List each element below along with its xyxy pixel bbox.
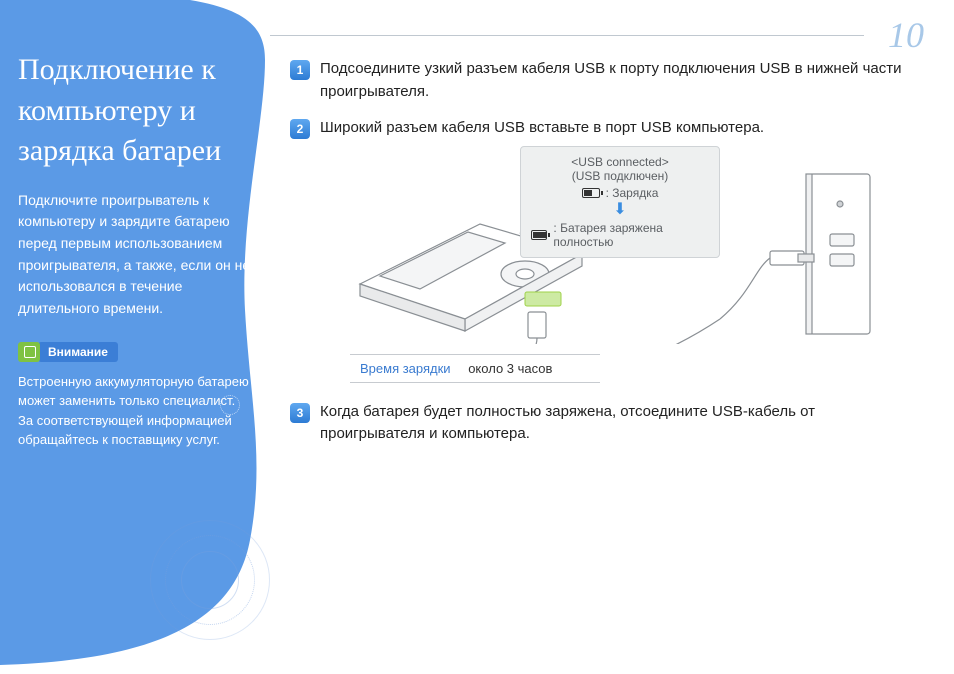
section-intro: Подключите проигрыватель к компьютеру и …	[18, 190, 253, 320]
battery-full-icon	[531, 230, 547, 240]
sidebar: Подключение к компьютеру и зарядка батар…	[18, 50, 253, 450]
step-1: 1 Подсоедините узкий разъем кабеля USB к…	[290, 58, 910, 103]
callout-title-en: <USB connected>	[531, 155, 709, 169]
step-text: Подсоедините узкий разъем кабеля USB к п…	[320, 58, 910, 103]
decorative-circles	[150, 520, 270, 640]
caution-label: Внимание	[38, 342, 118, 362]
section-title: Подключение к компьютеру и зарядка батар…	[18, 50, 253, 172]
step-number-badge: 3	[290, 403, 310, 423]
step-3: 3 Когда батарея будет полностью заряжена…	[290, 401, 910, 446]
step-number-badge: 1	[290, 60, 310, 80]
caution-icon	[18, 342, 40, 362]
caution-text: Встроенную аккумуляторную батарею может …	[18, 372, 253, 450]
top-divider	[270, 35, 864, 36]
main-content: 1 Подсоедините узкий разъем кабеля USB к…	[290, 58, 910, 460]
battery-charging-icon	[582, 188, 600, 198]
callout-title-ru: (USB подключен)	[531, 169, 709, 183]
step-number-badge: 2	[290, 119, 310, 139]
step-text: Широкий разъем кабеля USB вставьте в пор…	[320, 117, 764, 140]
charging-label: : Зарядка	[606, 186, 659, 200]
charged-label: : Батарея заряжена полностью	[553, 221, 709, 249]
connection-diagram: <USB connected> (USB подключен) : Зарядк…	[350, 154, 880, 344]
charge-time-label: Время зарядки	[360, 361, 451, 376]
status-callout: <USB connected> (USB подключен) : Зарядк…	[520, 146, 720, 258]
charge-time-box: Время зарядки около 3 часов	[350, 354, 600, 383]
charge-time-value: около 3 часов	[468, 361, 552, 376]
arrow-down-icon: ⬇	[531, 202, 709, 218]
step-2: 2 Широкий разъем кабеля USB вставьте в п…	[290, 117, 910, 140]
page-number: 10	[888, 14, 924, 56]
step-text: Когда батарея будет полностью заряжена, …	[320, 401, 910, 446]
caution-badge: Внимание	[18, 342, 118, 362]
